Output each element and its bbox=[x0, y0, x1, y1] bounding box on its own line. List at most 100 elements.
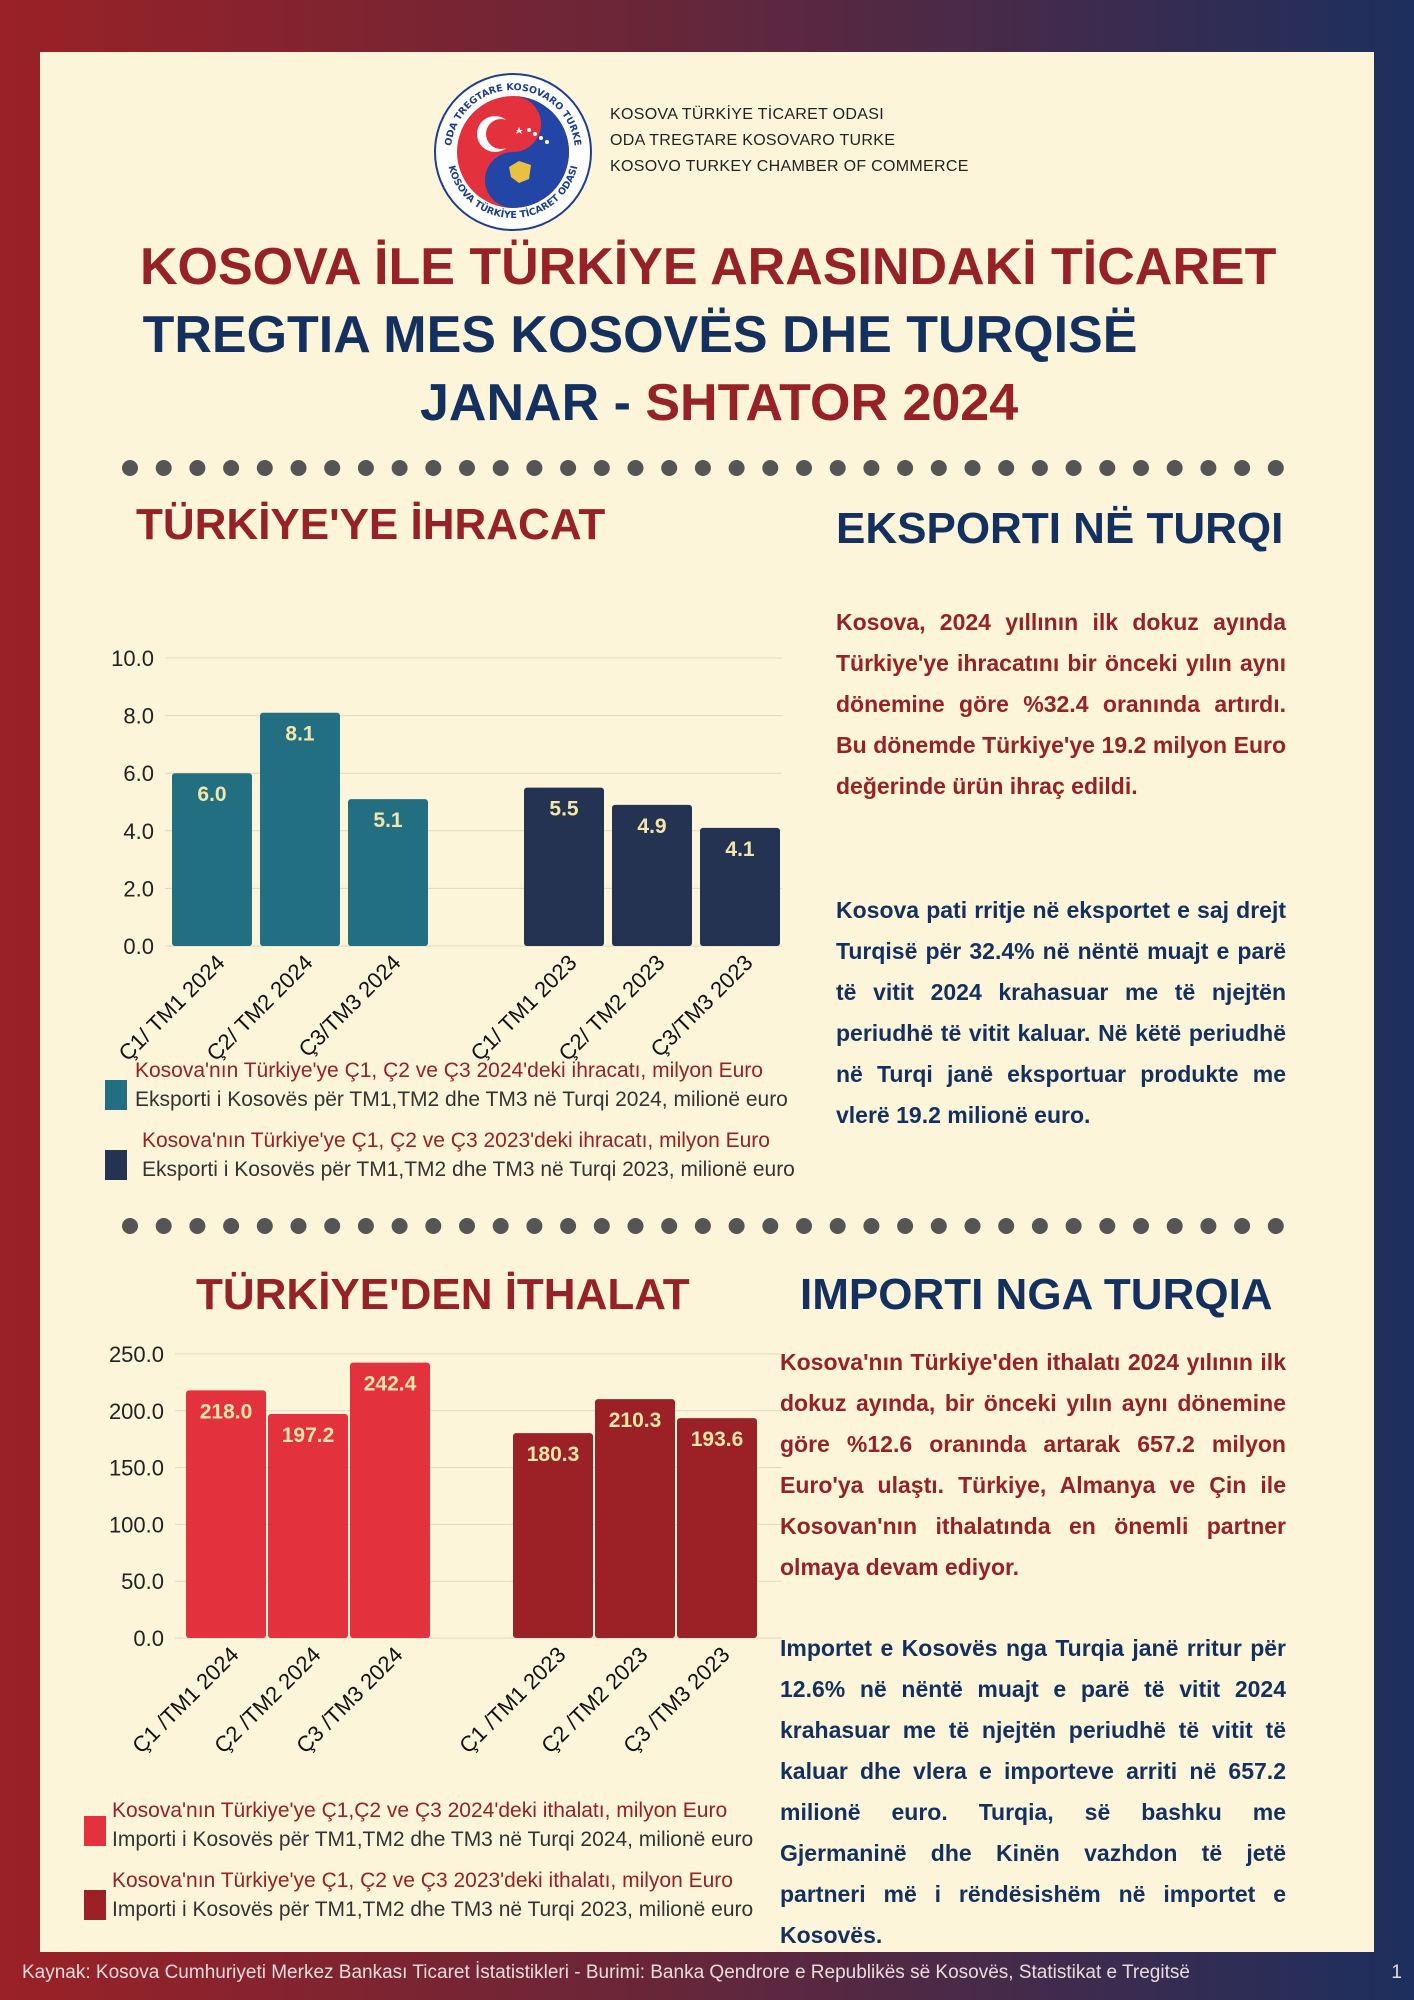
divider-dot bbox=[1267, 1218, 1284, 1234]
legend-label-tr: Kosova'nın Türkiye'ye Ç1, Ç2 ve Ç3 2024'… bbox=[135, 1059, 763, 1082]
bar-value-label: 197.2 bbox=[282, 1424, 335, 1447]
divider-dot bbox=[1267, 460, 1284, 476]
divider-dot bbox=[1166, 1218, 1183, 1234]
divider-dot bbox=[526, 1218, 543, 1234]
divider-dot bbox=[459, 460, 475, 476]
divider-dot bbox=[1133, 1218, 1149, 1234]
divider-dot bbox=[492, 1218, 509, 1234]
divider-dot bbox=[930, 460, 947, 476]
divider-dot bbox=[290, 1218, 307, 1234]
divider-dot bbox=[425, 1218, 442, 1234]
bar-value-label: 4.9 bbox=[637, 815, 666, 838]
dot-divider-middle bbox=[122, 1218, 1284, 1234]
y-tick-label: 10.0 bbox=[111, 646, 154, 671]
y-tick-label: 200.0 bbox=[109, 1399, 164, 1424]
dot-divider-top bbox=[122, 460, 1284, 476]
divider-dot bbox=[290, 460, 307, 476]
y-tick-label: 4.0 bbox=[123, 819, 154, 844]
bar bbox=[260, 712, 340, 946]
divider-dot bbox=[1099, 1218, 1116, 1234]
divider-dot bbox=[998, 1218, 1015, 1234]
title-turkish: KOSOVA İLE TÜRKİYE ARASINDAKİ TİCARET bbox=[140, 238, 1277, 296]
export-paragraph-tr: Kosova, 2024 yıllının ilk dokuz ayında T… bbox=[836, 609, 1286, 799]
divider-dot bbox=[425, 460, 442, 476]
divider-dot bbox=[256, 1218, 273, 1234]
divider-dot bbox=[492, 460, 509, 476]
divider-dot bbox=[1234, 1218, 1251, 1234]
divider-dot bbox=[189, 460, 206, 476]
divider-dot bbox=[1234, 460, 1251, 476]
title-albanian: TREGTIA MES KOSOVËS DHE TURQISË bbox=[142, 306, 1138, 364]
divider-dot bbox=[155, 460, 172, 476]
organization-names: KOSOVA TÜRKİYE TİCARET ODASI ODA TREGTAR… bbox=[610, 102, 969, 180]
divider-dot bbox=[1133, 460, 1149, 476]
bar-value-label: 4.1 bbox=[725, 838, 755, 861]
divider-dot bbox=[1200, 460, 1217, 476]
bar-value-label: 180.3 bbox=[527, 1443, 580, 1466]
period-start: JANAR - bbox=[420, 374, 646, 432]
divider-dot bbox=[762, 1218, 779, 1234]
divider-dot bbox=[964, 1218, 981, 1234]
divider-dot bbox=[459, 1218, 475, 1234]
divider-dot bbox=[930, 1218, 947, 1234]
divider-dot bbox=[223, 1218, 240, 1234]
y-tick-label: 100.0 bbox=[109, 1512, 164, 1537]
legend-item-export-2024: Kosova'nın Türkiye'ye Ç1, Ç2 ve Ç3 2024'… bbox=[105, 1056, 795, 1116]
divider-dot bbox=[661, 460, 678, 476]
legend-item-import-2024: Kosova'nın Türkiye'ye Ç1,Ç2 ve Ç3 2024'd… bbox=[84, 1796, 753, 1856]
bar bbox=[524, 787, 604, 946]
legend-label-sq: Importi i Kosovës për TM1,TM2 dhe TM3 në… bbox=[112, 1828, 754, 1851]
bar-value-label: 193.6 bbox=[691, 1428, 744, 1451]
legend-swatch bbox=[105, 1080, 127, 1110]
bar-value-label: 5.1 bbox=[373, 809, 403, 832]
divider-dot bbox=[897, 460, 914, 476]
bar bbox=[612, 804, 692, 946]
bar-value-label: 8.1 bbox=[285, 723, 315, 746]
divider-dot bbox=[391, 1218, 408, 1234]
divider-dot bbox=[593, 1218, 610, 1234]
divider-dot bbox=[762, 460, 779, 476]
divider-dot bbox=[796, 460, 812, 476]
divider-dot bbox=[122, 460, 138, 476]
divider-dot bbox=[796, 1218, 812, 1234]
bar-value-label: 6.0 bbox=[197, 783, 226, 806]
legend-swatch bbox=[105, 1150, 127, 1180]
divider-dot bbox=[1065, 460, 1082, 476]
y-tick-label: 250.0 bbox=[109, 1342, 164, 1367]
bar bbox=[348, 799, 428, 946]
bar-value-label: 5.5 bbox=[549, 798, 579, 821]
footer-source: Kaynak: Kosova Cumhuriyeti Merkez Bankas… bbox=[22, 1962, 1190, 1983]
divider-dot bbox=[829, 1218, 846, 1234]
divider-dot bbox=[964, 460, 981, 476]
period-end: SHTATOR 2024 bbox=[645, 374, 1019, 432]
bar bbox=[595, 1399, 675, 1638]
legend-label-tr: Kosova'nın Türkiye'ye Ç1,Ç2 ve Ç3 2024'd… bbox=[112, 1799, 728, 1822]
divider-dot bbox=[1065, 1218, 1082, 1234]
y-tick-label: 0.0 bbox=[133, 1626, 164, 1651]
divider-dot bbox=[593, 460, 610, 476]
y-tick-label: 150.0 bbox=[109, 1456, 164, 1481]
footer: Kaynak: Kosova Cumhuriyeti Merkez Bankas… bbox=[22, 1962, 1402, 1984]
export-legend: Kosova'nın Türkiye'ye Ç1, Ç2 ve Ç3 2024'… bbox=[105, 1056, 795, 1186]
legend-swatch bbox=[84, 1816, 106, 1846]
org-name-en: KOSOVO TURKEY CHAMBER OF COMMERCE bbox=[610, 158, 969, 175]
divider-dot bbox=[526, 460, 543, 476]
bar-value-label: 242.4 bbox=[364, 1373, 417, 1396]
bar bbox=[513, 1433, 593, 1638]
divider-dot bbox=[1031, 1218, 1048, 1234]
legend-label-sq: Eksporti i Kosovës për TM1,TM2 dhe TM3 n… bbox=[142, 1158, 795, 1181]
divider-dot bbox=[863, 460, 880, 476]
divider-dot bbox=[357, 460, 374, 476]
import-title-tr: TÜRKİYE'DEN İTHALAT bbox=[196, 1270, 690, 1319]
org-name-tr: KOSOVA TÜRKİYE TİCARET ODASI bbox=[610, 106, 884, 123]
divider-dot bbox=[627, 460, 644, 476]
bar-value-label: 218.0 bbox=[200, 1400, 253, 1423]
bar bbox=[186, 1390, 266, 1638]
divider-dot bbox=[998, 460, 1015, 476]
divider-dot bbox=[1166, 460, 1183, 476]
export-bar-chart: 0.02.04.06.08.010.06.0Ç1/ TM1 20248.1Ç2/… bbox=[111, 646, 782, 1066]
import-paragraph-tr: Kosova'nın Türkiye'den ithalatı 2024 yıl… bbox=[780, 1349, 1286, 1580]
divider-dot bbox=[324, 460, 341, 476]
legend-label-tr: Kosova'nın Türkiye'ye Ç1, Ç2 ve Ç3 2023'… bbox=[142, 1129, 770, 1152]
